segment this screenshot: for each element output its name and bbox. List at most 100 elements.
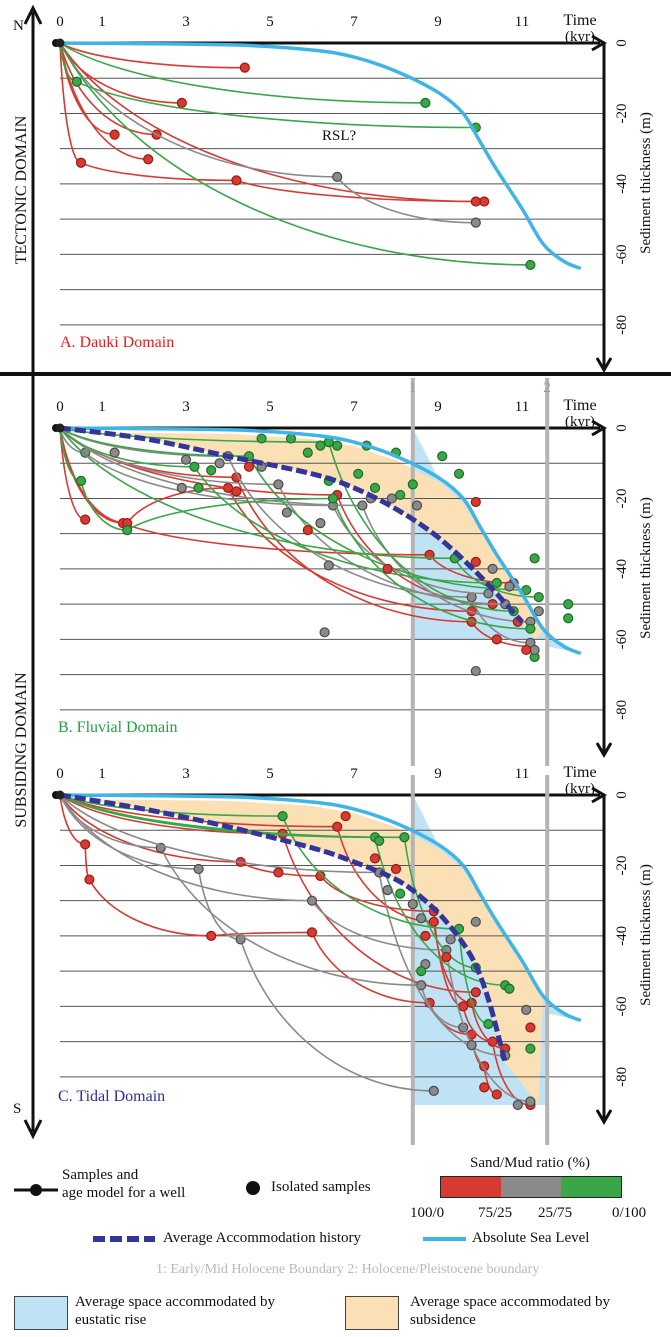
well-line [59, 42, 485, 203]
well-sample-point [80, 839, 91, 850]
subsiding-domain-label: SUBSIDING DOMAIN [13, 672, 30, 828]
well-sample-point [71, 76, 82, 87]
ratio-mixed-swatch [501, 1177, 561, 1197]
x-axis-unit: (kyr) [565, 29, 595, 45]
x-tick-label: 7 [350, 399, 358, 415]
isolated-sample-point [390, 863, 402, 875]
x-tick-label: 9 [434, 766, 442, 782]
x-axis-title: Time [563, 397, 596, 414]
panel-title: B. Fluvial Domain [58, 719, 178, 736]
x-tick-label: 1 [98, 399, 106, 415]
isolated-sample-point [382, 563, 393, 575]
well-sample-point [479, 196, 490, 207]
x-tick-label: 5 [266, 766, 274, 782]
isolated-sample-point [491, 634, 502, 645]
x-tick-label: 1 [98, 766, 106, 782]
rsl-label: RSL? [322, 128, 357, 144]
well-sample-point [327, 493, 339, 504]
well-line [59, 794, 476, 969]
legend-symbols [14, 1181, 466, 1242]
isolated-sample-point [323, 560, 334, 571]
isolated-sample-point [243, 461, 255, 472]
panel-title: C. Tidal Domain [58, 1088, 165, 1105]
well-line [59, 427, 531, 623]
well-sample-point [525, 623, 536, 634]
well-sample-point [109, 129, 120, 140]
well-line [59, 42, 476, 203]
depth-axis-arrow-head [595, 1109, 613, 1125]
x-tick-label: 5 [266, 14, 274, 30]
well-origin-dot [55, 38, 65, 48]
north-label: N [13, 18, 24, 34]
well-line [59, 427, 531, 644]
isolated-sample-point [512, 1099, 523, 1111]
y-tick-label: -60 [614, 244, 630, 264]
well-sample-point [487, 1036, 498, 1047]
legend: Samples and age model for a well Isolate… [0, 1150, 671, 1337]
y-axis-title: Sediment thickness (m) [638, 112, 654, 254]
x-tick-label: 7 [350, 766, 358, 782]
y-tick-label: -20 [614, 488, 630, 508]
well-sample-point [143, 154, 154, 165]
well-line [59, 427, 497, 584]
well-sample-point [491, 1089, 502, 1100]
x-tick-label: 7 [350, 14, 358, 30]
subsidence-fill [60, 795, 543, 1105]
well-line [59, 42, 245, 69]
well-sample-point [332, 821, 343, 832]
y-tick-label: -80 [614, 1067, 630, 1087]
legend-subsidence-line1: Average space accommodated by [410, 1294, 611, 1310]
isolated-sample-point [437, 451, 448, 462]
y-tick-label: 0 [614, 791, 630, 799]
well-sample-point [176, 97, 187, 108]
legend-ratio-tick-2: 25/75 [538, 1205, 573, 1221]
isolated-sample-point [319, 627, 330, 638]
well-sample-point [239, 62, 250, 73]
x-tick-label: 5 [266, 399, 274, 415]
y-tick-label: -40 [614, 559, 630, 579]
isolated-sample-point [504, 983, 515, 994]
isolated-sample-point [504, 581, 515, 592]
isolated-sample-point [206, 465, 217, 476]
legend-ratio-bar [440, 1176, 622, 1198]
isolated-sample-point [416, 913, 427, 924]
isolated-sample-point [386, 493, 397, 504]
panel-title: A. Dauki Domain [60, 334, 174, 351]
legend-ratio-title: Sand/Mud ratio (%) [470, 1155, 590, 1171]
well-line [59, 794, 531, 1103]
isolated-sample-point [369, 853, 381, 864]
well-sample-point [470, 196, 481, 207]
north-arrow-head [23, 4, 43, 25]
isolated-sample-point [479, 1082, 490, 1093]
well-sample-point [525, 259, 536, 271]
isolated-sample-point [470, 496, 481, 508]
x-axis-unit: (kyr) [565, 781, 595, 797]
legend-eustatic-line2: eustatic rise [75, 1312, 147, 1328]
isolated-sample-point [315, 518, 326, 529]
legend-ratio-tick-1: 75/25 [478, 1205, 513, 1221]
well-line [59, 42, 476, 129]
subsidence-fill [60, 428, 543, 640]
well-sample-point [332, 171, 343, 182]
isolated-sample-point [374, 835, 385, 846]
legend-eustatic-swatch [14, 1296, 68, 1330]
legend-subsidence-line2: subsidence [410, 1312, 476, 1328]
boundary-label-2: 2 [543, 380, 551, 396]
well-sample-point [306, 895, 318, 906]
isolated-sample-point [302, 447, 313, 458]
isolated-sample-point [332, 440, 343, 451]
isolated-sample-point [315, 440, 326, 451]
isolated-sample-point [285, 433, 297, 444]
isolated-sample-point [369, 482, 381, 493]
well-sample-point [428, 1085, 439, 1097]
isolated-sample-point [470, 916, 481, 927]
ratio-sand-swatch [441, 1177, 501, 1197]
well-line [59, 42, 476, 224]
isolated-sample-point [529, 644, 540, 656]
isolated-sample-point [411, 500, 423, 511]
well-sample-point [193, 863, 204, 875]
isolated-sample-point [231, 486, 242, 497]
well-sample-point [428, 916, 439, 927]
tectonic-domain-label: TECTONIC DOMAIN [13, 115, 30, 264]
